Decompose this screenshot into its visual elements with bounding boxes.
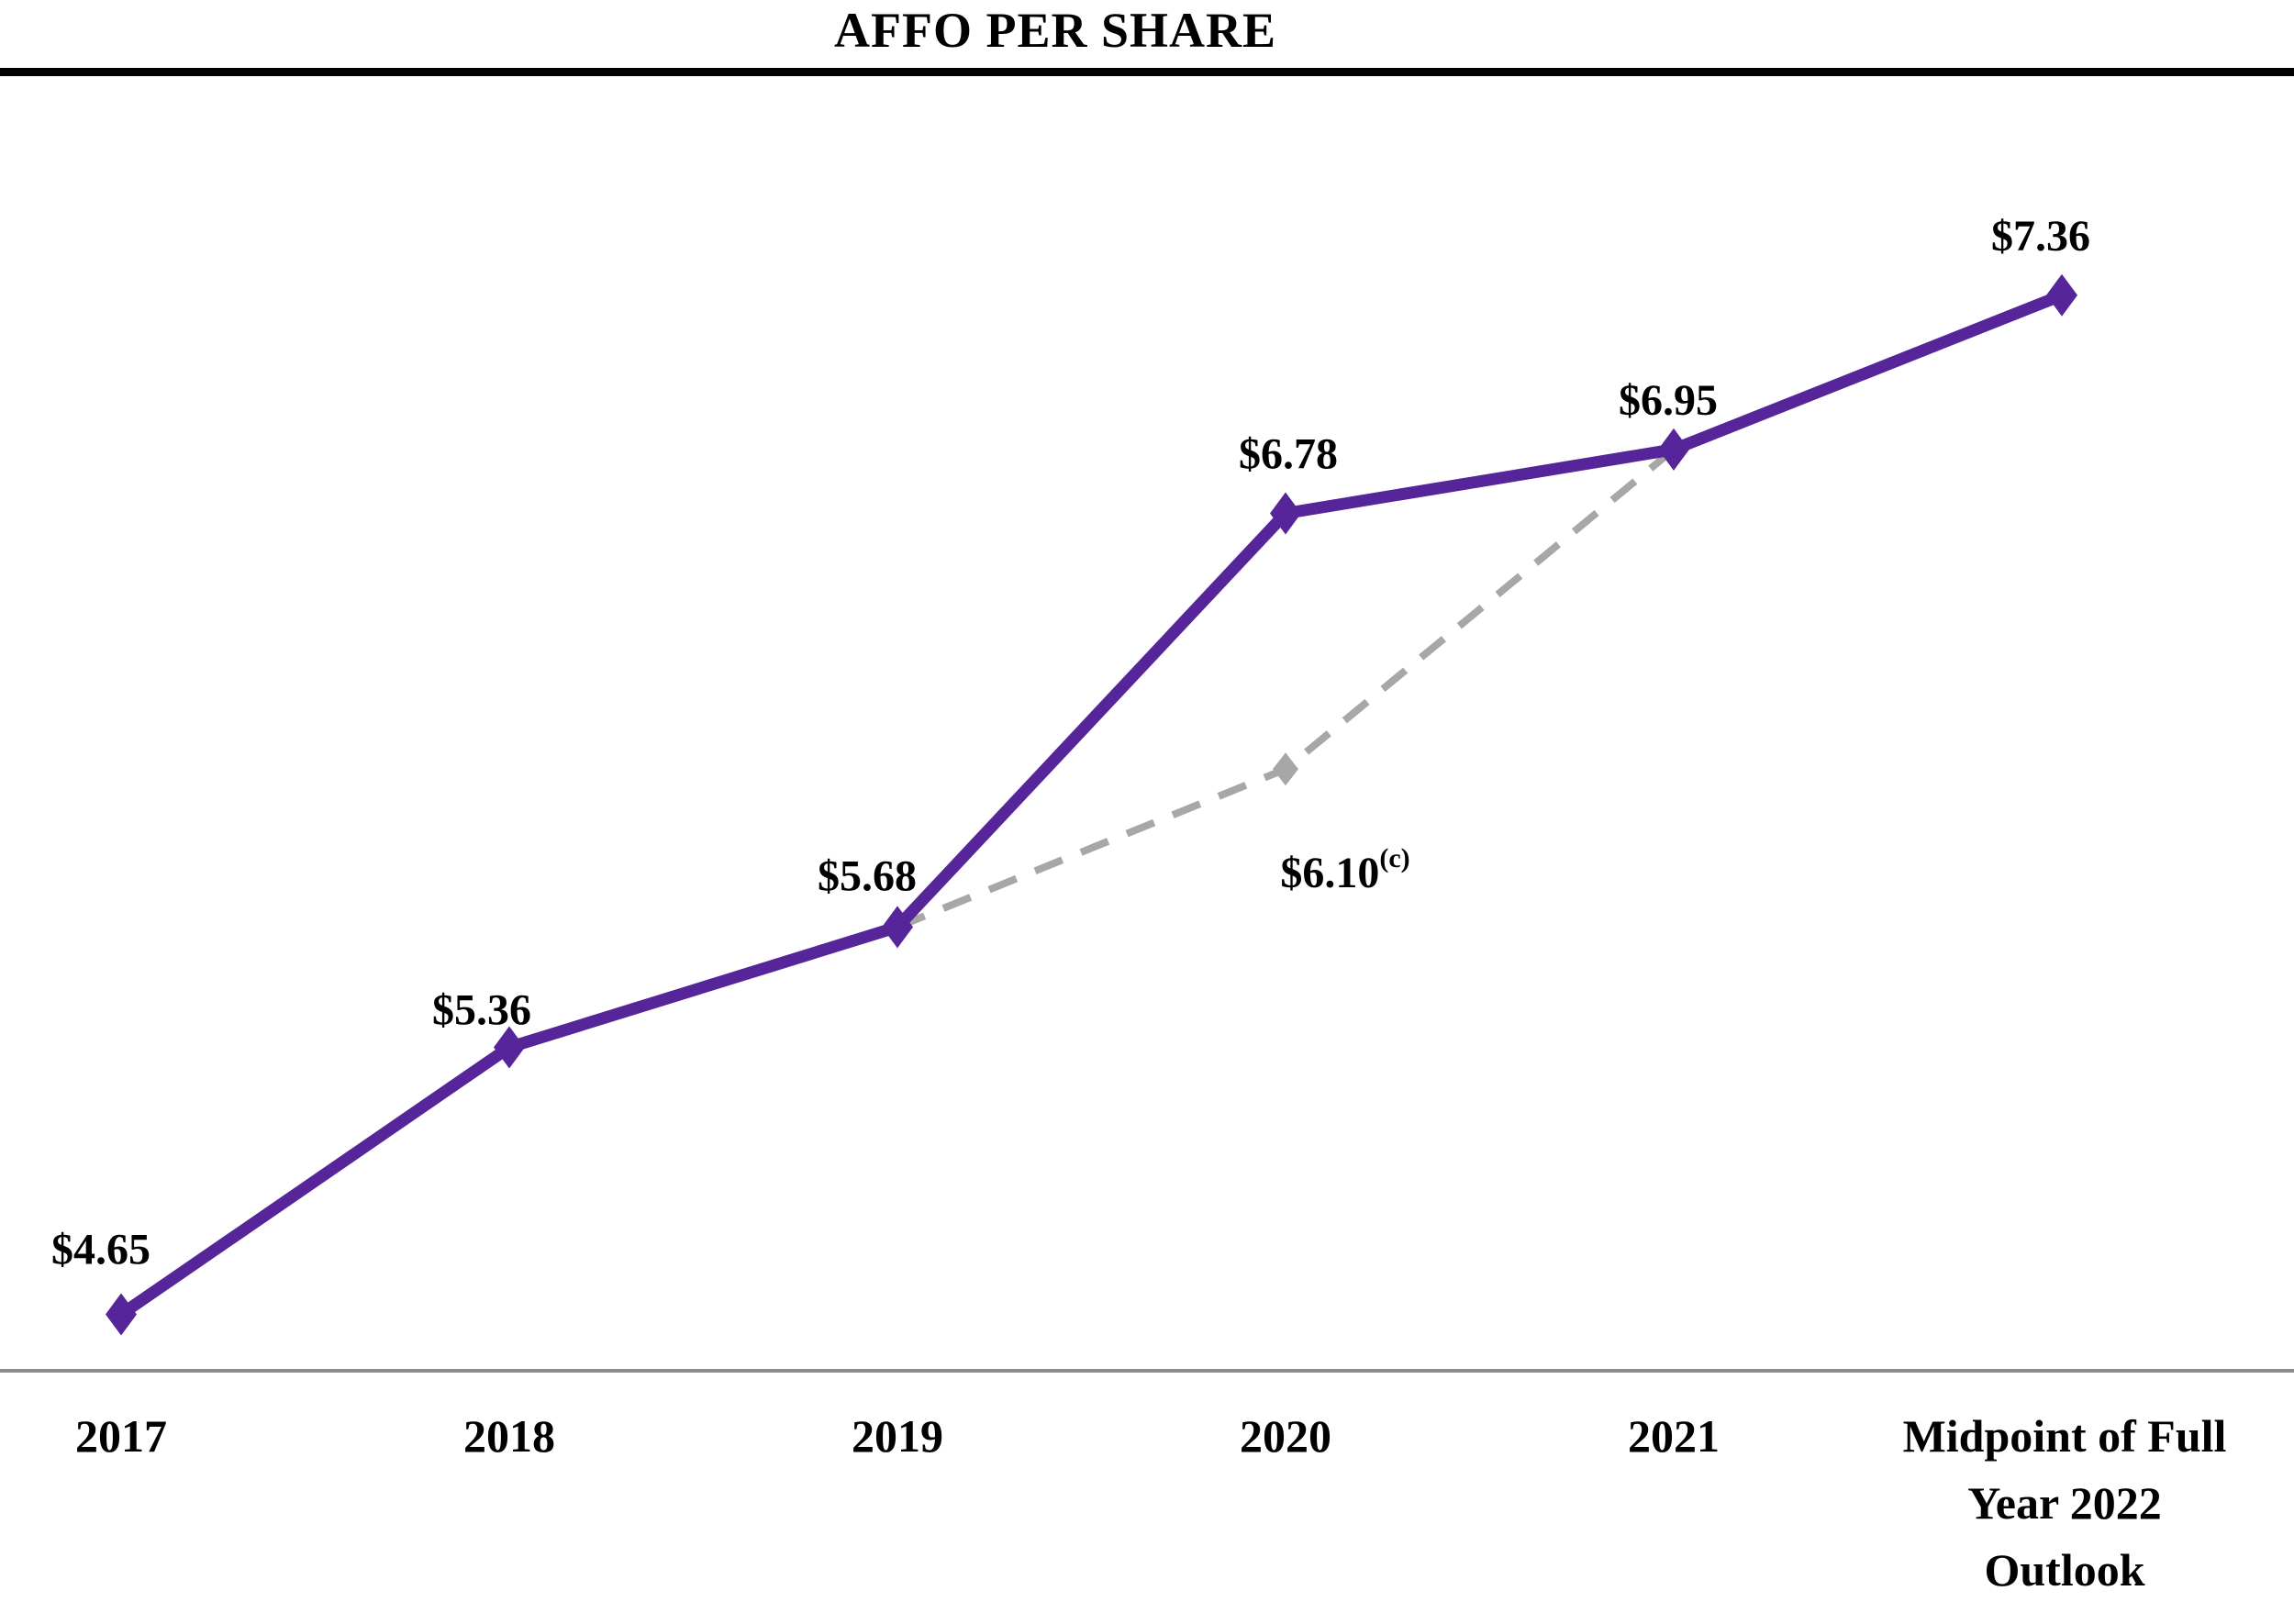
- point-label: $4.65: [51, 1226, 150, 1274]
- solid-point-marker: [494, 1026, 525, 1069]
- x-axis-label-2020: 2020: [1240, 1410, 1331, 1462]
- dashed-point-marker: [1273, 752, 1298, 786]
- chart-title: AFFO PER SHARE: [833, 3, 1277, 58]
- point-label: $5.36: [432, 986, 531, 1035]
- solid-point-marker: [1658, 428, 1689, 471]
- point-label: $6.78: [1239, 430, 1338, 479]
- solid-point-marker: [882, 906, 913, 949]
- point-label: $7.36: [1991, 212, 2090, 261]
- title-divider-rule: [0, 68, 2294, 76]
- x-axis-label-2017: 2017: [75, 1410, 167, 1462]
- solid-point-marker: [106, 1293, 137, 1336]
- x-axis-label-2018: 2018: [463, 1410, 555, 1462]
- solid-series-line: [117, 289, 2065, 1319]
- point-label: $6.10(c): [1280, 843, 1409, 897]
- point-label: $6.95: [1619, 376, 1718, 425]
- solid-point-marker: [1270, 492, 1301, 535]
- x-axis-label-2019: 2019: [852, 1410, 943, 1462]
- point-label: $5.68: [818, 851, 917, 900]
- x-axis-label-2021: 2021: [1628, 1410, 1720, 1462]
- x-axis-label-outlook: Midpoint of Full Year 2022 Outlook: [1903, 1410, 2227, 1596]
- solid-point-marker: [2046, 273, 2077, 317]
